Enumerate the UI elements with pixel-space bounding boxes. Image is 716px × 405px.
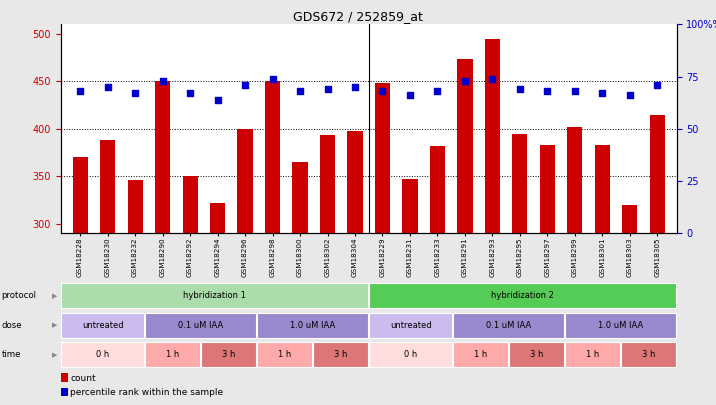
Bar <box>402 179 417 405</box>
Point <box>514 86 526 92</box>
Text: hybridization 1: hybridization 1 <box>183 291 246 300</box>
Bar <box>453 342 508 367</box>
Text: GDS672 / 252859_at: GDS672 / 252859_at <box>293 10 423 23</box>
Point <box>569 88 581 94</box>
Text: 0.1 uM IAA: 0.1 uM IAA <box>178 321 223 330</box>
Point <box>184 90 195 96</box>
Text: ▶: ▶ <box>52 352 58 358</box>
Point <box>102 84 113 90</box>
Bar <box>257 313 368 338</box>
Bar <box>61 388 67 396</box>
Bar <box>565 342 620 367</box>
Bar <box>369 283 676 308</box>
Bar <box>430 146 445 405</box>
Bar <box>650 115 665 405</box>
Bar <box>458 60 473 405</box>
Bar <box>62 283 368 308</box>
Bar <box>62 342 144 367</box>
Text: 3 h: 3 h <box>642 350 655 359</box>
Text: 1.0 uM IAA: 1.0 uM IAA <box>598 321 643 330</box>
Bar <box>453 313 564 338</box>
Point <box>542 88 553 94</box>
Text: 1 h: 1 h <box>586 350 599 359</box>
Bar <box>201 342 256 367</box>
Text: 1 h: 1 h <box>278 350 291 359</box>
Bar <box>622 205 637 405</box>
Bar <box>621 342 676 367</box>
Bar <box>567 127 583 405</box>
Point <box>294 88 306 94</box>
Point <box>459 77 470 84</box>
Text: hybridization 2: hybridization 2 <box>491 291 554 300</box>
Text: 1 h: 1 h <box>166 350 180 359</box>
Bar <box>62 313 144 338</box>
Text: ▶: ▶ <box>52 322 58 328</box>
Bar <box>565 313 676 338</box>
Point <box>349 84 361 90</box>
Bar <box>210 203 225 405</box>
Bar <box>513 134 528 405</box>
Text: 3 h: 3 h <box>222 350 236 359</box>
Point <box>624 92 636 98</box>
Bar <box>183 176 198 405</box>
Point <box>432 88 443 94</box>
Text: ▶: ▶ <box>52 293 58 298</box>
Bar <box>292 162 308 405</box>
Bar <box>100 140 115 405</box>
Point <box>239 82 251 88</box>
Point <box>321 86 333 92</box>
Bar <box>595 145 610 405</box>
Point <box>130 90 141 96</box>
Bar <box>509 342 564 367</box>
Text: 3 h: 3 h <box>334 350 347 359</box>
Bar <box>238 129 253 405</box>
Text: dose: dose <box>1 321 22 330</box>
Point <box>377 88 388 94</box>
Bar <box>485 40 500 405</box>
Point <box>596 90 608 96</box>
Text: percentile rank within the sample: percentile rank within the sample <box>70 388 223 397</box>
Text: untreated: untreated <box>82 321 124 330</box>
Bar <box>347 131 362 405</box>
Text: 1.0 uM IAA: 1.0 uM IAA <box>290 321 335 330</box>
Bar <box>320 135 335 405</box>
Text: time: time <box>1 350 21 359</box>
Text: 0 h: 0 h <box>404 350 417 359</box>
Point <box>487 75 498 82</box>
Bar <box>257 342 312 367</box>
Point <box>405 92 416 98</box>
Bar <box>72 157 87 405</box>
Text: count: count <box>70 374 96 383</box>
Text: 1 h: 1 h <box>474 350 488 359</box>
Bar <box>155 81 170 405</box>
Bar <box>145 313 256 338</box>
Text: 0.1 uM IAA: 0.1 uM IAA <box>486 321 531 330</box>
Bar <box>369 342 452 367</box>
Bar <box>127 180 142 405</box>
Text: 3 h: 3 h <box>530 350 543 359</box>
Bar <box>314 342 368 367</box>
Bar <box>540 145 555 405</box>
Bar <box>375 83 390 405</box>
Text: untreated: untreated <box>390 321 432 330</box>
Point <box>74 88 86 94</box>
Point <box>212 96 223 103</box>
Text: protocol: protocol <box>1 291 37 300</box>
Point <box>157 77 168 84</box>
Bar <box>369 313 452 338</box>
Text: 0 h: 0 h <box>96 350 110 359</box>
Bar <box>145 342 200 367</box>
Bar <box>61 373 67 382</box>
Point <box>267 75 279 82</box>
Bar <box>265 81 280 405</box>
Point <box>652 82 663 88</box>
